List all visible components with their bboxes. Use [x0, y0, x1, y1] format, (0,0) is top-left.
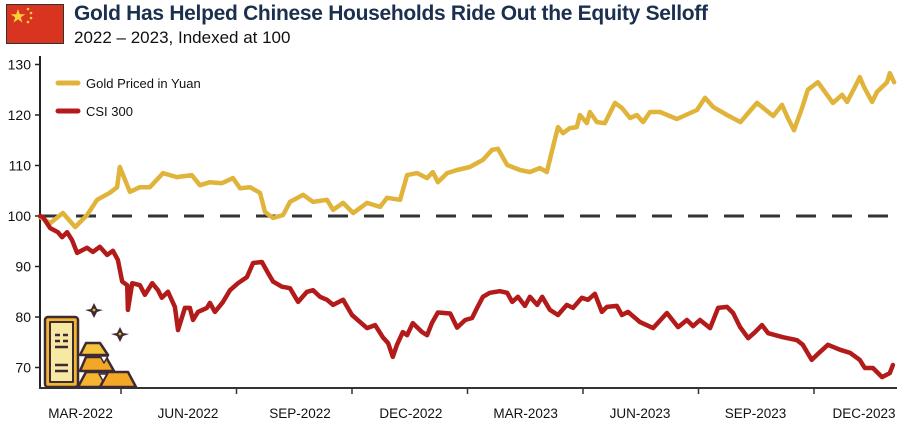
x-tick-label: MAR-2023 [493, 406, 558, 421]
x-tick-label: MAR-2022 [48, 406, 113, 421]
series-line-gold-priced-in-yuan [37, 70, 897, 230]
legend-label-gold: Gold Priced in Yuan [86, 76, 201, 91]
chart-title: Gold Has Helped Chinese Households Ride … [74, 2, 708, 25]
y-tick-label: 100 [8, 208, 32, 224]
gold-bars-icon [43, 315, 138, 389]
sparkle-icon [111, 327, 129, 342]
legend-item-csi: CSI 300 [55, 104, 133, 119]
x-tick-label: DEC-2022 [379, 406, 442, 421]
series-line-csi-300 [37, 213, 896, 380]
y-tick-label: 110 [9, 158, 32, 174]
sparkle-icon [85, 303, 103, 318]
y-tick-label: 70 [15, 360, 31, 376]
y-tick-label: 120 [8, 107, 32, 123]
y-axis: 70 80 90 100 110 120 130 [8, 56, 41, 388]
x-tick-label: JUN-2023 [610, 406, 671, 421]
china-flag-icon [6, 4, 64, 44]
x-axis: MAR-2022 JUN-2022 SEP-2022 DEC-2022 MAR-2023… [39, 387, 897, 421]
y-tick-label: 90 [15, 259, 31, 275]
x-tick-label: JUN-2022 [158, 406, 219, 421]
y-tick-label: 130 [8, 57, 32, 73]
legend-item-gold: Gold Priced in Yuan [55, 76, 201, 91]
x-tick-label: SEP-2022 [269, 406, 331, 421]
x-tick-label: SEP-2023 [725, 406, 787, 421]
legend-label-csi: CSI 300 [86, 104, 133, 119]
legend: Gold Priced in Yuan CSI 300 [55, 76, 201, 119]
series-lines [37, 70, 897, 380]
chart-subtitle: 2022 – 2023, Indexed at 100 [74, 28, 291, 47]
y-tick-label: 80 [15, 309, 31, 325]
x-tick-label: DEC-2023 [833, 406, 896, 421]
